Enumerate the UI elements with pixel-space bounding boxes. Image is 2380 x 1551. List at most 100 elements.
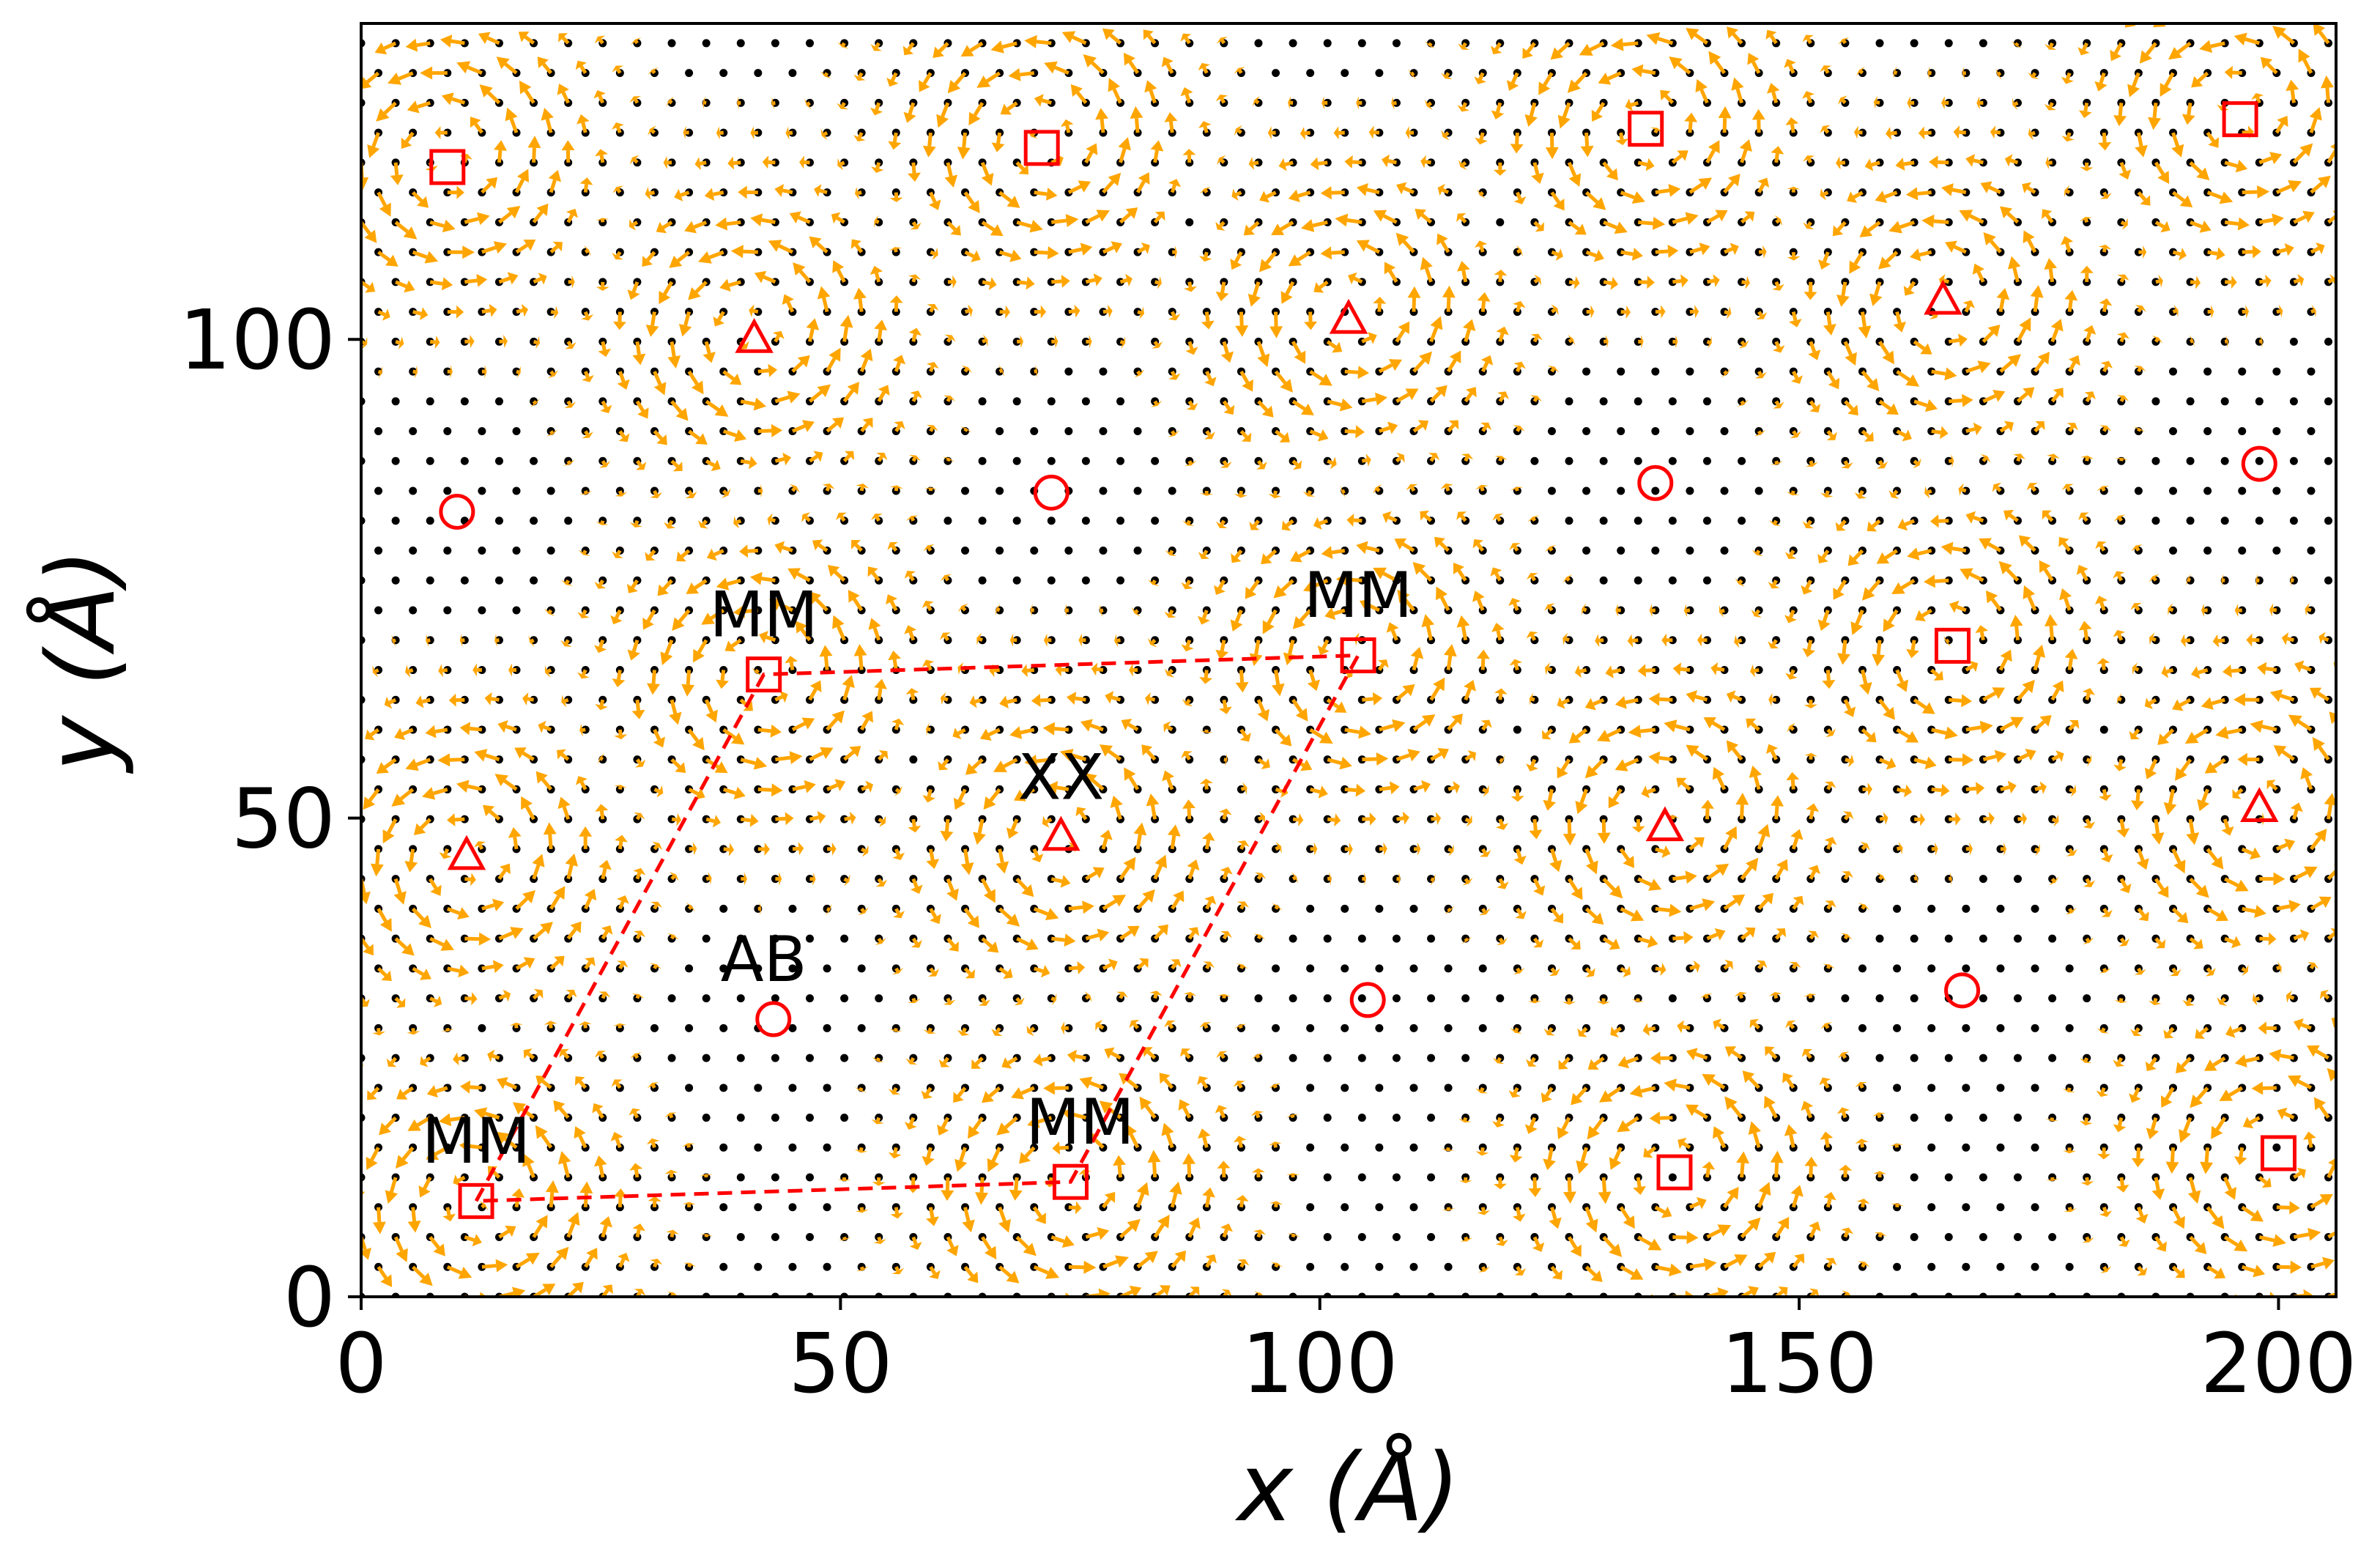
vector-arrowhead [1696,1197,1707,1210]
vector-arrowhead [1962,753,1974,767]
vector-arrowhead [1026,1025,1034,1037]
vector-arrow [503,779,518,791]
vector-arrowhead [2000,649,2012,662]
vector-arrow [429,1235,440,1249]
vector-arrowhead [965,969,975,979]
vector-arrow [2276,1205,2290,1210]
vector-arrowhead [1915,610,1926,622]
atom-site [391,517,400,525]
vector-arrow [892,1087,898,1092]
vector-arrowhead [631,993,645,999]
vector-arrow [548,834,553,850]
atom-site [961,486,970,495]
vector-arrowhead [1702,1161,1716,1170]
vector-arrowhead [1713,1126,1725,1139]
atom-site [996,427,1004,436]
atom-site [1392,39,1401,48]
vector-arrow [583,1193,588,1207]
atom-site [1651,547,1660,555]
vector-arrowhead [1746,718,1757,729]
vector-arrow [775,755,791,762]
atom-site [2272,427,2281,436]
vector-arrow [1792,900,1800,910]
vector-arrowhead [1678,1137,1687,1150]
vector-arrowhead [1262,620,1275,634]
atom-site [1979,1173,1987,1182]
vector-arrow [1979,631,1985,641]
vector-arrowhead [2354,990,2365,998]
vector-arrowhead [2045,1178,2059,1182]
vector-arrowhead [872,1057,884,1063]
vector-arrow [541,1134,553,1149]
atom-site [978,576,987,585]
vector-arrowhead [692,737,705,751]
atom-site [1341,1084,1349,1092]
vector-arrowhead [1803,704,1817,709]
vector-arrowhead [1660,963,1667,977]
atom-site [1375,10,1383,18]
atom-site [530,456,538,465]
vector-arrow [1085,871,1097,881]
vector-arrowhead [922,1155,935,1166]
atom-site [1081,397,1090,406]
vector-arrowhead [2232,789,2242,799]
vector-arrow [2137,967,2142,973]
vector-arrowhead [1809,1288,1820,1297]
vector-arrowhead [1182,698,1193,707]
vector-arrowhead [1529,829,1543,840]
vector-arrowhead [440,1297,453,1308]
vector-arrow [876,1057,881,1061]
vector-arrow [1737,638,1743,643]
vector-arrowhead [2052,680,2064,692]
atom-site [805,1233,814,1242]
vector-arrow [1068,966,1078,971]
vector-arrowhead [2064,1208,2077,1213]
vector-arrow [1606,728,1622,738]
vector-arrowhead [768,598,782,610]
vector-arrowhead [1257,708,1270,722]
vector-arrow [1965,725,1982,732]
vector-arrowhead [1562,1191,1576,1204]
vector-arrow [2223,818,2230,829]
atom-site [512,547,521,555]
atom-site [2238,486,2247,495]
vector-arrowhead [1782,1073,1793,1084]
vector-arrowhead [948,1298,957,1306]
vector-arrowhead [495,1259,508,1273]
vector-arrowhead [854,1087,867,1092]
vector-arrow [889,600,898,612]
atom-site [443,486,452,495]
vector-arrow [394,937,407,950]
vector-arrowhead [1129,1019,1140,1029]
atom-site [1341,1203,1349,1212]
vector-arrowhead [1742,1070,1755,1084]
vector-arrowhead [2062,1088,2075,1092]
vector-arrow [498,1229,510,1239]
vector-arrow [1032,1206,1042,1218]
vector-arrowhead [1597,832,1611,844]
vector-arrowhead [953,797,966,810]
vector-arrowhead [473,841,486,848]
atom-site [1289,39,1297,48]
vector-arrowhead [957,603,968,612]
atom-site [1790,10,1798,18]
vector-arrowhead [1703,717,1716,729]
vector-arrowhead [1633,1185,1647,1195]
vector-arrow [2169,607,2174,612]
atom-site [1289,934,1297,943]
vector-arrowhead [1508,1090,1521,1098]
vector-arrowhead [1748,1121,1761,1135]
vector-arrowhead [1458,1118,1472,1123]
atom-site [702,994,711,1003]
vector-arrowhead [1585,968,1595,977]
vector-arrowhead [2350,688,2360,698]
vector-arrow [2051,754,2060,761]
atom-site [1944,1114,1953,1122]
vector-arrowhead [996,1122,1010,1136]
vector-arrowhead [372,1221,386,1234]
atom-site [840,1054,849,1062]
vector-arrow [2068,848,2074,854]
vector-arrow [1220,640,1226,651]
vector-arrowhead [512,1102,527,1115]
vector-arrowhead [1286,1173,1300,1176]
